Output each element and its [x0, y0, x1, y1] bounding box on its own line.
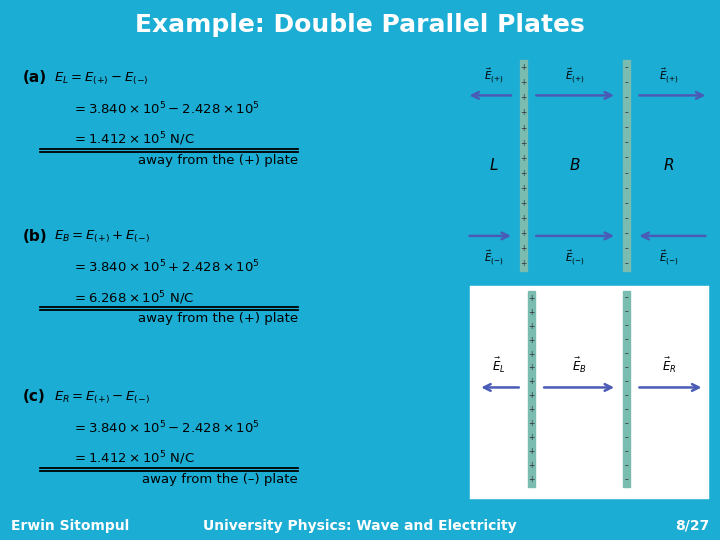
Text: –: –: [625, 229, 629, 238]
Text: $= 1.412\times10^5$ N/C: $= 1.412\times10^5$ N/C: [72, 450, 194, 467]
Text: +: +: [528, 308, 535, 316]
Text: B: B: [570, 158, 580, 173]
Text: –: –: [625, 377, 629, 387]
Text: $E_L = E_{(+)} - E_{(-)}$: $E_L = E_{(+)} - E_{(-)}$: [54, 70, 149, 87]
Text: $E_B = E_{(+)} + E_{(-)}$: $E_B = E_{(+)} + E_{(-)}$: [54, 229, 150, 245]
Text: –: –: [625, 184, 629, 193]
Text: +: +: [521, 124, 527, 132]
Text: +: +: [521, 109, 527, 118]
Text: $= 3.840\times10^5 - 2.428\times10^5$: $= 3.840\times10^5 - 2.428\times10^5$: [72, 100, 260, 117]
Text: –: –: [625, 321, 629, 330]
Text: +: +: [528, 321, 535, 330]
Text: –: –: [625, 434, 629, 442]
Text: (a): (a): [23, 70, 47, 85]
Text: +: +: [528, 406, 535, 414]
Bar: [624, 60, 630, 271]
Text: –: –: [625, 308, 629, 316]
Text: –: –: [625, 153, 629, 163]
Text: +: +: [528, 461, 535, 470]
Text: –: –: [625, 168, 629, 178]
Text: $= 3.840\times10^5 - 2.428\times10^5$: $= 3.840\times10^5 - 2.428\times10^5$: [72, 420, 260, 436]
Text: (c): (c): [23, 389, 45, 404]
Bar: [467, 283, 712, 502]
Text: +: +: [528, 434, 535, 442]
Text: +: +: [521, 78, 527, 87]
Bar: [624, 291, 630, 487]
Text: –: –: [625, 109, 629, 118]
Text: +: +: [521, 139, 527, 147]
Text: $\vec{E}_{(+)}$: $\vec{E}_{(+)}$: [485, 66, 504, 85]
Text: –: –: [625, 93, 629, 103]
Text: $\vec{E}_R$: $\vec{E}_R$: [662, 356, 677, 375]
Text: –: –: [625, 244, 629, 253]
Text: +: +: [528, 447, 535, 456]
Text: –: –: [625, 475, 629, 484]
Text: +: +: [528, 392, 535, 401]
Text: +: +: [528, 377, 535, 387]
Text: –: –: [625, 259, 629, 268]
Text: $\vec{E}_{(-)}$: $\vec{E}_{(-)}$: [565, 248, 585, 267]
Text: $= 6.268\times10^5$ N/C: $= 6.268\times10^5$ N/C: [72, 289, 194, 307]
Text: (b): (b): [23, 229, 48, 244]
Text: –: –: [625, 363, 629, 373]
Text: +: +: [521, 259, 527, 268]
Text: +: +: [521, 93, 527, 103]
Text: L: L: [490, 158, 498, 173]
Text: –: –: [625, 447, 629, 456]
Text: +: +: [528, 349, 535, 359]
Bar: [520, 60, 527, 271]
Bar: [528, 291, 535, 487]
Text: Erwin Sitompul: Erwin Sitompul: [11, 519, 129, 533]
Text: +: +: [528, 335, 535, 345]
Text: $\vec{E}_{(+)}$: $\vec{E}_{(+)}$: [565, 66, 585, 85]
Text: –: –: [625, 294, 629, 302]
Text: –: –: [625, 63, 629, 72]
Text: –: –: [625, 406, 629, 414]
Text: $E_R = E_{(+)} - E_{(-)}$: $E_R = E_{(+)} - E_{(-)}$: [54, 389, 150, 406]
Text: $\vec{E}_{(+)}$: $\vec{E}_{(+)}$: [659, 66, 678, 85]
Text: –: –: [625, 349, 629, 359]
Text: +: +: [521, 168, 527, 178]
Text: R: R: [663, 158, 674, 173]
Text: +: +: [528, 363, 535, 373]
Text: $= 1.412\times10^5$ N/C: $= 1.412\times10^5$ N/C: [72, 131, 194, 148]
Text: +: +: [528, 475, 535, 484]
Text: –: –: [625, 392, 629, 401]
Text: –: –: [625, 335, 629, 345]
Text: +: +: [521, 63, 527, 72]
Text: –: –: [625, 420, 629, 428]
Text: +: +: [521, 184, 527, 193]
Text: $\vec{E}_B$: $\vec{E}_B$: [572, 356, 586, 375]
Text: +: +: [521, 214, 527, 223]
Text: +: +: [521, 229, 527, 238]
Text: away from the (+) plate: away from the (+) plate: [138, 312, 298, 325]
Text: –: –: [625, 199, 629, 208]
Text: –: –: [625, 139, 629, 147]
Text: 8/27: 8/27: [675, 519, 709, 533]
Text: away from the (–) plate: away from the (–) plate: [142, 473, 298, 486]
Text: University Physics: Wave and Electricity: University Physics: Wave and Electricity: [203, 519, 517, 533]
Text: +: +: [521, 244, 527, 253]
Text: away from the (+) plate: away from the (+) plate: [138, 153, 298, 167]
Text: +: +: [528, 420, 535, 428]
Text: –: –: [625, 78, 629, 87]
Text: $\vec{E}_L$: $\vec{E}_L$: [492, 356, 506, 375]
Text: $\vec{E}_{(-)}$: $\vec{E}_{(-)}$: [659, 248, 678, 267]
Text: –: –: [625, 214, 629, 223]
Text: –: –: [625, 124, 629, 132]
Text: $= 3.840\times10^5 + 2.428\times10^5$: $= 3.840\times10^5 + 2.428\times10^5$: [72, 259, 260, 275]
Text: $\vec{E}_{(-)}$: $\vec{E}_{(-)}$: [485, 248, 504, 267]
Text: +: +: [521, 199, 527, 208]
Text: –: –: [625, 461, 629, 470]
Text: Example: Double Parallel Plates: Example: Double Parallel Plates: [135, 13, 585, 37]
Text: +: +: [521, 153, 527, 163]
Text: +: +: [528, 294, 535, 302]
